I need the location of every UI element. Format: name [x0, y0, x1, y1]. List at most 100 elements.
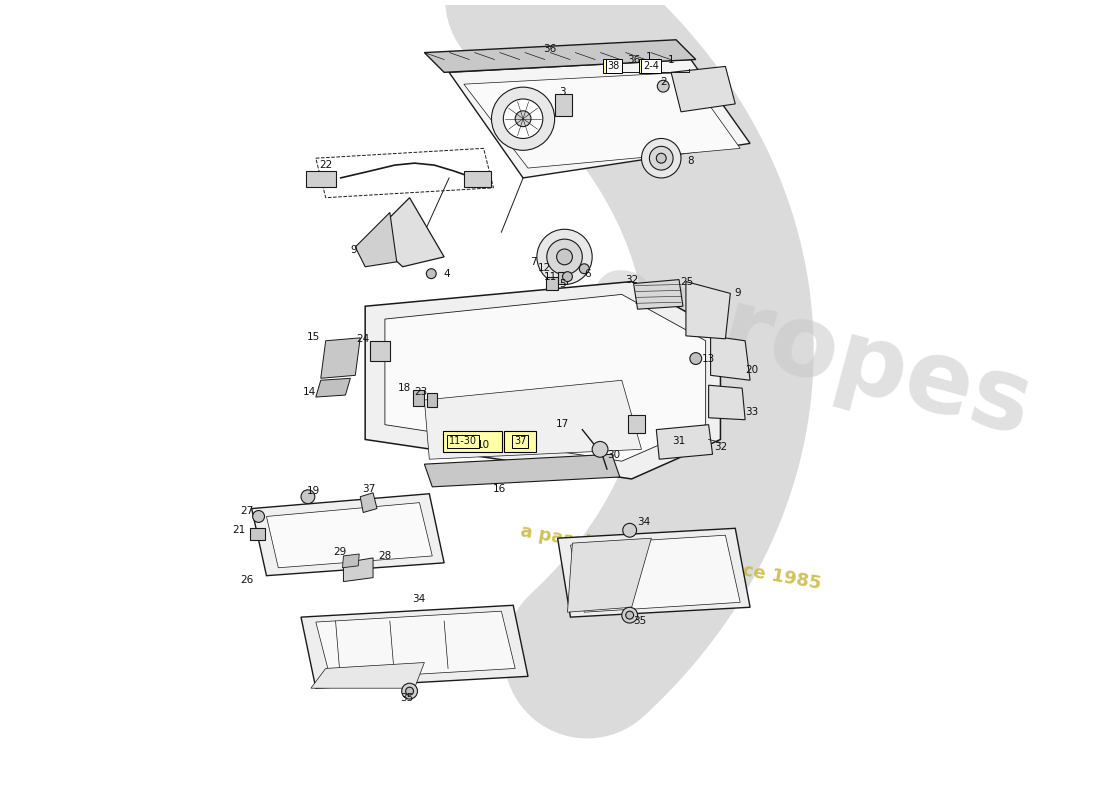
Text: 23: 23 [414, 387, 427, 397]
Circle shape [427, 269, 437, 278]
Bar [306, 171, 336, 187]
Text: 28: 28 [378, 551, 392, 561]
Text: 9: 9 [734, 289, 740, 298]
Text: 2: 2 [660, 78, 667, 87]
Circle shape [562, 272, 572, 282]
Polygon shape [671, 66, 735, 112]
Polygon shape [425, 454, 619, 487]
Polygon shape [711, 336, 750, 380]
Text: 14: 14 [304, 387, 317, 397]
Text: 32: 32 [625, 274, 638, 285]
Text: 20: 20 [746, 366, 759, 375]
Circle shape [626, 611, 634, 619]
Polygon shape [311, 662, 425, 688]
Text: 38: 38 [605, 62, 618, 71]
Bar [558, 272, 568, 283]
Text: 1: 1 [668, 55, 674, 66]
Text: 1: 1 [646, 51, 652, 62]
Text: 19: 19 [307, 486, 320, 496]
Polygon shape [708, 385, 745, 420]
Circle shape [657, 154, 667, 163]
Polygon shape [301, 606, 528, 688]
Circle shape [690, 353, 702, 365]
Text: 21: 21 [232, 526, 245, 535]
Text: 2-4: 2-4 [641, 62, 658, 71]
Text: 8: 8 [688, 156, 694, 166]
Polygon shape [425, 380, 641, 459]
Polygon shape [266, 502, 432, 568]
Polygon shape [370, 198, 444, 266]
Bar [554, 94, 572, 116]
Circle shape [658, 80, 669, 92]
Circle shape [492, 87, 554, 150]
Text: 36: 36 [543, 44, 557, 54]
Text: 37: 37 [363, 484, 376, 494]
Bar [628, 415, 646, 433]
Text: 17: 17 [556, 418, 569, 429]
Text: 38: 38 [607, 62, 620, 71]
Text: 34: 34 [411, 594, 425, 604]
Text: 13: 13 [702, 354, 715, 363]
Circle shape [406, 687, 414, 695]
Circle shape [301, 490, 315, 504]
Polygon shape [316, 378, 351, 397]
Circle shape [515, 111, 531, 126]
Polygon shape [686, 282, 730, 339]
Text: 10: 10 [477, 440, 491, 450]
Circle shape [504, 99, 542, 138]
Polygon shape [252, 494, 444, 576]
Text: 31: 31 [672, 437, 685, 446]
Polygon shape [343, 558, 373, 582]
Text: a passion for parts since 1985: a passion for parts since 1985 [519, 522, 823, 594]
Polygon shape [360, 493, 377, 513]
Text: 37: 37 [514, 437, 526, 446]
Text: 7: 7 [529, 257, 537, 267]
Bar [370, 341, 389, 361]
Text: 25: 25 [680, 277, 693, 286]
Polygon shape [464, 72, 740, 168]
Text: 24: 24 [356, 334, 370, 344]
Text: 18: 18 [398, 383, 411, 393]
Polygon shape [425, 40, 696, 72]
Circle shape [253, 510, 264, 522]
Bar [546, 277, 558, 290]
Circle shape [537, 230, 592, 285]
Text: 15: 15 [307, 332, 320, 342]
Circle shape [402, 683, 418, 699]
Text: 6: 6 [584, 269, 591, 278]
Polygon shape [449, 59, 750, 178]
Polygon shape [657, 425, 713, 459]
FancyBboxPatch shape [443, 430, 503, 452]
Circle shape [621, 607, 638, 623]
Text: 34: 34 [637, 518, 650, 527]
Text: 11-30: 11-30 [449, 437, 477, 446]
Circle shape [557, 249, 572, 265]
Text: 27: 27 [240, 506, 253, 515]
Polygon shape [365, 282, 720, 479]
Text: 22: 22 [319, 160, 332, 170]
Text: 2-4: 2-4 [644, 62, 659, 71]
Bar [250, 528, 265, 540]
Text: 33: 33 [746, 407, 759, 417]
Circle shape [623, 523, 637, 537]
Circle shape [649, 146, 673, 170]
Circle shape [641, 138, 681, 178]
Text: 32: 32 [714, 442, 727, 452]
Polygon shape [634, 279, 683, 310]
Text: 26: 26 [240, 574, 253, 585]
Bar [464, 171, 492, 187]
Text: 29: 29 [333, 547, 346, 557]
Polygon shape [385, 294, 706, 461]
Polygon shape [571, 535, 740, 612]
Text: 35: 35 [632, 616, 646, 626]
Text: 3: 3 [559, 87, 565, 97]
FancyBboxPatch shape [504, 430, 536, 452]
Text: 12: 12 [538, 262, 551, 273]
Text: 11: 11 [544, 272, 558, 282]
Text: 16: 16 [493, 484, 506, 494]
Text: 35: 35 [400, 693, 414, 703]
Text: 4: 4 [443, 269, 450, 278]
Circle shape [547, 239, 582, 274]
Polygon shape [316, 611, 515, 679]
Polygon shape [342, 554, 360, 568]
